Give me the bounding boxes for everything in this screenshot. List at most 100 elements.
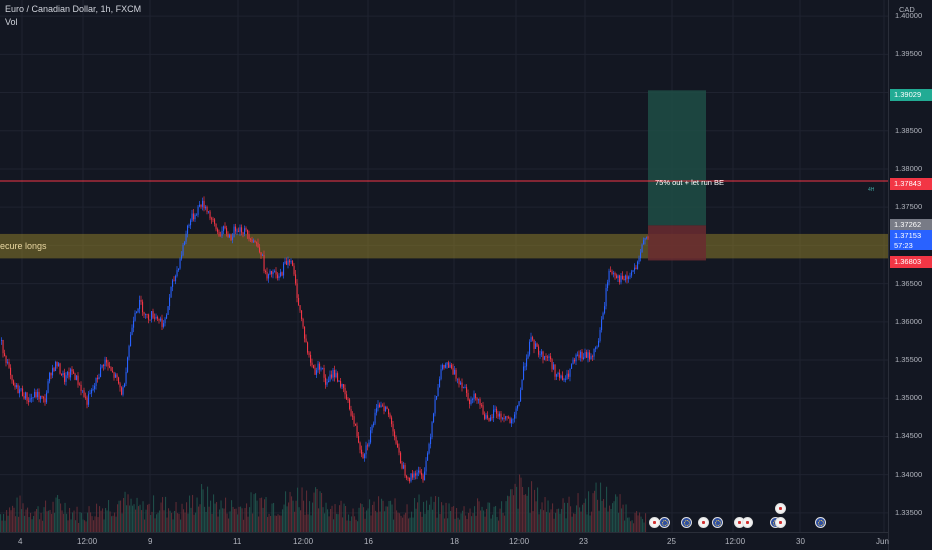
volume-bar <box>541 502 543 532</box>
euro-event-icon[interactable] <box>659 517 670 528</box>
volume-bar <box>355 519 357 532</box>
volume-bar <box>202 489 204 532</box>
candle-body <box>176 270 178 277</box>
volume-bar <box>199 504 201 532</box>
volume-bar <box>618 512 620 532</box>
candle-body <box>236 230 238 232</box>
candle-body <box>91 390 93 394</box>
volume-bar <box>135 509 137 532</box>
candle-body <box>587 352 589 358</box>
volume-bar <box>291 496 293 532</box>
canada-event-icon[interactable] <box>775 517 786 528</box>
candle-body <box>610 270 612 272</box>
volume-bar <box>634 512 636 532</box>
canada-event-icon[interactable] <box>698 517 709 528</box>
candle-body <box>616 275 618 279</box>
candle-body <box>326 381 328 385</box>
volume-bar <box>531 481 533 532</box>
candle-body <box>431 422 433 438</box>
volume-bar <box>564 502 566 532</box>
volume-bar <box>25 509 27 532</box>
candle-body <box>310 354 312 363</box>
volume-bar <box>486 508 488 532</box>
volume-bar <box>441 502 443 532</box>
candle-body <box>488 418 490 421</box>
candle-body <box>178 268 180 271</box>
volume-bar <box>208 506 210 532</box>
chart-area[interactable]: Euro / Canadian Dollar, 1h, FXCM Vol ecu… <box>0 0 888 532</box>
euro-event-icon[interactable] <box>815 517 826 528</box>
volume-bar <box>145 509 147 532</box>
volume-bar <box>55 497 57 532</box>
candle-body <box>319 363 321 370</box>
candle-body <box>188 225 190 227</box>
volume-bar <box>612 503 614 532</box>
volume-bar <box>640 516 642 532</box>
target-zone[interactable] <box>648 90 706 226</box>
candle-body <box>14 385 16 388</box>
volume-bar <box>112 515 114 532</box>
candle-body <box>496 408 498 414</box>
support-zone[interactable] <box>0 233 888 259</box>
candle-body <box>181 255 183 259</box>
volume-bar <box>483 510 485 532</box>
candle-body <box>479 399 481 406</box>
candle-body <box>317 363 319 371</box>
candle-body <box>145 313 147 315</box>
candle-body <box>154 317 156 319</box>
volume-bar <box>129 505 131 532</box>
candle-body <box>293 265 295 275</box>
canada-event-icon[interactable] <box>775 503 786 514</box>
euro-event-icon[interactable] <box>712 517 723 528</box>
volume-bar <box>466 519 468 532</box>
candle-body <box>434 399 436 414</box>
candle-body <box>137 308 139 312</box>
canada-event-icon[interactable] <box>742 517 753 528</box>
candle-body <box>95 377 97 386</box>
candle-body <box>104 359 106 367</box>
volume-bar <box>106 510 108 532</box>
volume-bar <box>163 510 165 532</box>
volume-bar <box>556 509 558 532</box>
price-chart[interactable] <box>0 0 888 532</box>
price-axis[interactable]: CAD 1.400001.395001.390001.385001.380001… <box>888 0 932 550</box>
candle-body <box>130 334 132 347</box>
time-axis[interactable]: 4 12:00 9 11 12:00 16 18 12:00 23 25 12:… <box>0 532 889 550</box>
volume-bar <box>427 510 429 532</box>
volume-bar <box>396 510 398 532</box>
candle-body <box>416 472 418 476</box>
volume-bar <box>244 508 246 532</box>
volume-bar <box>175 502 177 532</box>
volume-bar <box>378 496 380 532</box>
volume-bar <box>598 510 600 532</box>
volume-bar <box>28 517 30 532</box>
euro-event-icon[interactable] <box>681 517 692 528</box>
volume-bar <box>390 500 392 532</box>
volume-bar <box>297 487 299 532</box>
candle-body <box>568 373 570 377</box>
candle-body <box>313 365 315 369</box>
candle-body <box>134 312 136 321</box>
candle-body <box>121 387 123 395</box>
stop-zone[interactable] <box>648 225 706 261</box>
chart-title[interactable]: Euro / Canadian Dollar, 1h, FXCM <box>5 4 142 14</box>
candle-body <box>151 311 153 320</box>
candle-body <box>124 383 126 388</box>
candle-body <box>307 342 309 353</box>
volume-bar <box>366 510 368 532</box>
candle-body <box>223 226 225 231</box>
volume-label[interactable]: Vol <box>5 17 18 27</box>
candle-body <box>22 388 24 397</box>
volume-bar <box>318 508 320 532</box>
volume-bar <box>160 502 162 532</box>
volume-bar <box>328 516 330 532</box>
volume-bar <box>204 506 206 532</box>
volume-bar <box>394 498 396 532</box>
candle-body <box>469 399 471 404</box>
volume-bar <box>622 504 624 532</box>
volume-bar <box>217 516 219 532</box>
volume-bar <box>147 504 149 532</box>
volume-bar <box>480 510 482 532</box>
volume-bar <box>597 499 599 532</box>
volume-bar <box>33 515 35 532</box>
